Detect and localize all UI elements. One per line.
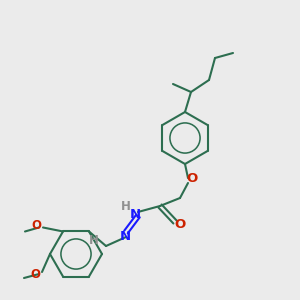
Text: H: H [89, 233, 99, 247]
Text: N: N [119, 230, 130, 244]
Text: O: O [186, 172, 198, 185]
Text: N: N [129, 208, 141, 220]
Text: H: H [121, 200, 131, 212]
Text: O: O [31, 219, 41, 232]
Text: O: O [174, 218, 186, 230]
Text: O: O [30, 268, 40, 281]
